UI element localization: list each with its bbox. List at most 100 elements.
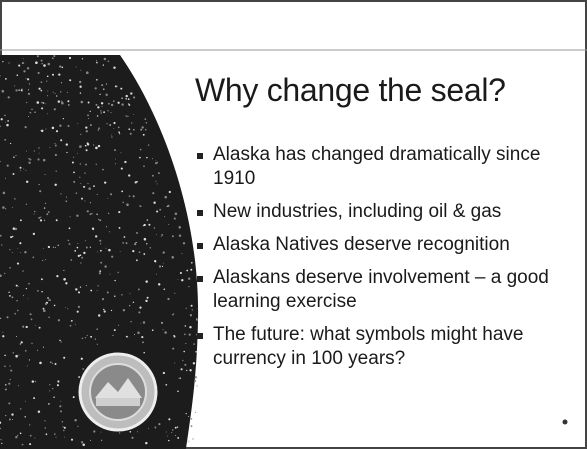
star bbox=[12, 207, 13, 208]
star bbox=[164, 289, 166, 291]
star bbox=[23, 58, 24, 59]
star bbox=[155, 181, 156, 182]
star bbox=[144, 118, 146, 120]
star bbox=[43, 102, 45, 104]
star bbox=[55, 145, 57, 147]
star bbox=[54, 433, 56, 435]
star bbox=[141, 323, 142, 324]
star bbox=[100, 110, 101, 111]
star bbox=[63, 357, 65, 359]
star bbox=[61, 100, 62, 101]
star bbox=[88, 183, 89, 184]
star bbox=[157, 183, 158, 184]
star bbox=[78, 376, 80, 378]
star bbox=[120, 251, 121, 252]
star bbox=[35, 325, 36, 326]
star bbox=[82, 58, 83, 59]
star bbox=[24, 251, 26, 253]
star bbox=[158, 423, 160, 425]
star bbox=[123, 309, 125, 311]
star bbox=[82, 368, 84, 370]
star bbox=[98, 145, 100, 147]
star bbox=[39, 190, 41, 192]
star bbox=[8, 402, 10, 404]
star bbox=[133, 302, 134, 303]
star bbox=[17, 435, 18, 436]
star bbox=[70, 216, 71, 217]
star bbox=[74, 250, 76, 252]
star bbox=[48, 403, 50, 405]
star bbox=[69, 243, 71, 245]
star bbox=[146, 243, 147, 244]
star bbox=[95, 104, 97, 106]
star bbox=[5, 415, 6, 416]
star bbox=[40, 219, 42, 221]
star bbox=[65, 282, 67, 284]
star bbox=[76, 66, 77, 67]
star bbox=[86, 285, 87, 286]
star bbox=[53, 397, 54, 398]
star bbox=[35, 381, 36, 382]
star bbox=[148, 428, 149, 429]
star bbox=[47, 91, 48, 92]
star bbox=[192, 309, 193, 310]
star bbox=[159, 209, 161, 211]
star bbox=[10, 370, 12, 372]
star bbox=[48, 246, 50, 248]
star bbox=[189, 326, 191, 328]
star bbox=[20, 408, 22, 410]
star bbox=[106, 123, 107, 124]
star bbox=[80, 134, 81, 135]
star bbox=[98, 219, 99, 220]
star bbox=[191, 425, 193, 427]
star bbox=[6, 389, 7, 390]
star bbox=[18, 65, 20, 67]
star bbox=[97, 344, 98, 345]
star bbox=[100, 250, 102, 252]
star bbox=[158, 172, 160, 174]
star bbox=[85, 126, 87, 128]
star bbox=[142, 126, 144, 128]
star bbox=[37, 101, 40, 104]
star bbox=[86, 149, 88, 151]
star bbox=[20, 432, 22, 434]
star bbox=[56, 275, 58, 277]
star bbox=[143, 253, 145, 255]
star bbox=[133, 129, 135, 131]
star bbox=[184, 364, 186, 366]
star bbox=[60, 139, 62, 141]
star bbox=[87, 143, 89, 145]
star bbox=[121, 97, 122, 98]
star bbox=[28, 89, 29, 90]
star bbox=[178, 378, 179, 379]
star bbox=[49, 384, 50, 385]
star bbox=[192, 438, 193, 439]
star bbox=[178, 279, 179, 280]
star bbox=[194, 380, 196, 382]
star bbox=[115, 163, 116, 164]
star bbox=[109, 124, 111, 126]
star bbox=[43, 347, 44, 348]
star bbox=[37, 350, 38, 351]
star bbox=[68, 240, 70, 242]
star bbox=[56, 219, 58, 221]
star bbox=[118, 325, 119, 326]
star bbox=[41, 90, 43, 92]
star bbox=[81, 257, 83, 259]
star bbox=[191, 262, 193, 264]
star bbox=[83, 252, 85, 254]
star bbox=[66, 152, 67, 153]
star bbox=[128, 103, 129, 104]
star bbox=[105, 94, 107, 96]
star bbox=[73, 181, 75, 183]
star bbox=[26, 102, 27, 103]
star bbox=[66, 143, 68, 145]
star bbox=[59, 65, 61, 67]
star bbox=[54, 305, 56, 307]
star bbox=[40, 217, 41, 218]
star bbox=[102, 106, 103, 107]
star bbox=[129, 431, 131, 433]
star bbox=[122, 202, 124, 204]
star bbox=[59, 125, 61, 127]
star bbox=[27, 67, 29, 69]
